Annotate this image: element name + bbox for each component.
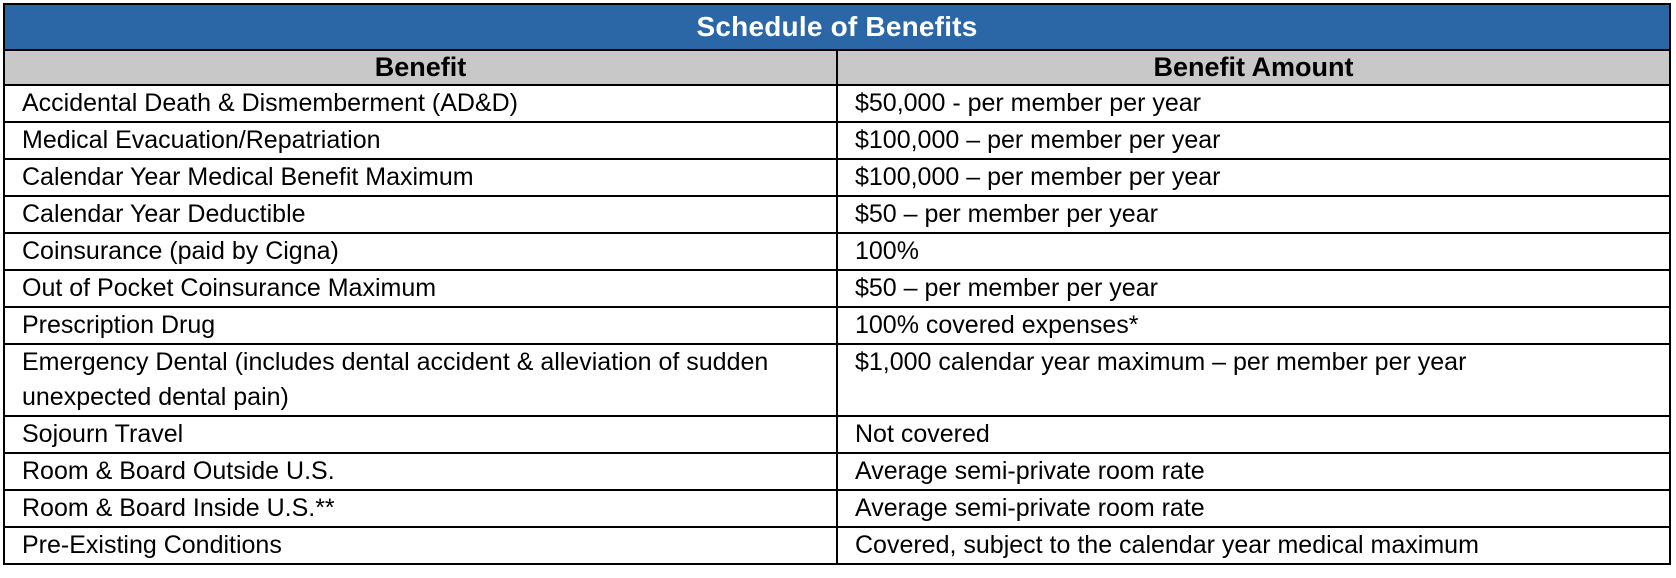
benefit-cell: Calendar Year Medical Benefit Maximum	[3, 158, 838, 197]
amount-cell: Average semi-private room rate	[836, 452, 1671, 491]
amount-cell: Covered, subject to the calendar year me…	[836, 526, 1671, 565]
benefit-cell: Pre-Existing Conditions	[3, 526, 838, 565]
benefit-cell: Room & Board Inside U.S.**	[3, 489, 838, 528]
amount-cell: 100% covered expenses*	[836, 306, 1671, 345]
benefit-cell: Sojourn Travel	[3, 415, 838, 454]
amount-cell: 100%	[836, 232, 1671, 271]
benefit-cell: Out of Pocket Coinsurance Maximum	[3, 269, 838, 308]
amount-cell: $100,000 – per member per year	[836, 158, 1671, 197]
amount-cell: $1,000 calendar year maximum – per membe…	[836, 343, 1671, 417]
table-row: Calendar Year Medical Benefit Maximum $1…	[3, 158, 1671, 197]
table-row-emergency-dental: Emergency Dental (includes dental accide…	[3, 343, 1671, 417]
benefit-cell: Accidental Death & Dismemberment (AD&D)	[3, 84, 838, 123]
amount-cell: Average semi-private room rate	[836, 489, 1671, 528]
table-row: Calendar Year Deductible $50 – per membe…	[3, 195, 1671, 234]
table-title: Schedule of Benefits	[3, 3, 1671, 51]
amount-cell: Not covered	[836, 415, 1671, 454]
amount-cell: $50 – per member per year	[836, 269, 1671, 308]
table-title-row: Schedule of Benefits	[3, 3, 1671, 51]
column-header-benefit-amount: Benefit Amount	[836, 49, 1671, 86]
benefit-cell: Medical Evacuation/Repatriation	[3, 121, 838, 160]
table-row: Room & Board Outside U.S. Average semi-p…	[3, 452, 1671, 491]
table-row: Room & Board Inside U.S.** Average semi-…	[3, 489, 1671, 528]
table-row: Prescription Drug 100% covered expenses*	[3, 306, 1671, 345]
table-row: Pre-Existing Conditions Covered, subject…	[3, 526, 1671, 565]
benefit-cell: Coinsurance (paid by Cigna)	[3, 232, 838, 271]
benefit-cell: Room & Board Outside U.S.	[3, 452, 838, 491]
benefit-cell: Emergency Dental (includes dental accide…	[3, 343, 838, 417]
table-row: Coinsurance (paid by Cigna) 100%	[3, 232, 1671, 271]
amount-cell: $100,000 – per member per year	[836, 121, 1671, 160]
benefit-cell: Prescription Drug	[3, 306, 838, 345]
column-header-benefit: Benefit	[3, 49, 838, 86]
table-row: Out of Pocket Coinsurance Maximum $50 – …	[3, 269, 1671, 308]
benefit-cell: Calendar Year Deductible	[3, 195, 838, 234]
amount-cell: $50 – per member per year	[836, 195, 1671, 234]
table-row: Medical Evacuation/Repatriation $100,000…	[3, 121, 1671, 160]
table-header-row: Benefit Benefit Amount	[3, 49, 1671, 86]
schedule-of-benefits-table: Schedule of Benefits Benefit Benefit Amo…	[3, 3, 1671, 565]
table-row: Sojourn Travel Not covered	[3, 415, 1671, 454]
table-row: Accidental Death & Dismemberment (AD&D) …	[3, 84, 1671, 123]
amount-cell: $50,000 - per member per year	[836, 84, 1671, 123]
